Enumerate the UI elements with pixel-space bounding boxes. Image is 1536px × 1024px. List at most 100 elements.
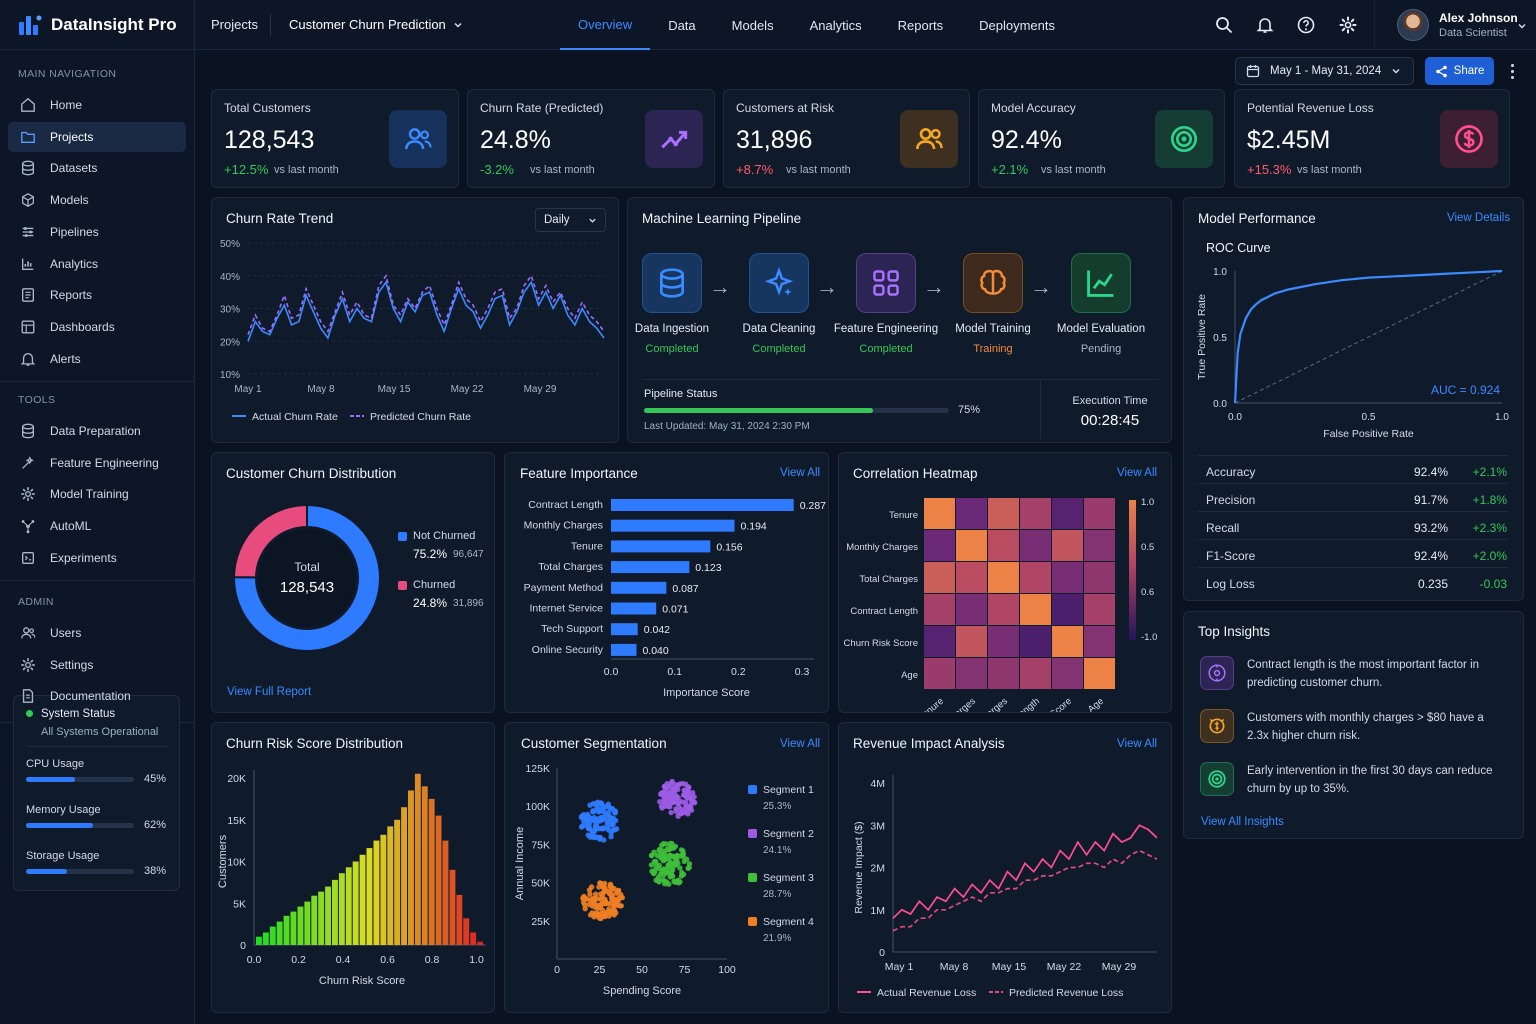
histogram-bar[interactable] bbox=[262, 932, 269, 946]
bar[interactable] bbox=[611, 540, 711, 553]
heatmap-cell[interactable] bbox=[1020, 530, 1051, 561]
sidebar-item-users[interactable]: Users bbox=[8, 618, 186, 648]
bar[interactable] bbox=[611, 623, 638, 636]
sidebar-item-analytics[interactable]: Analytics bbox=[8, 249, 186, 279]
heatmap-cell[interactable] bbox=[956, 562, 987, 593]
grid-icon[interactable] bbox=[856, 253, 916, 313]
sidebar-item-automl[interactable]: AutoML bbox=[8, 511, 186, 541]
histogram-bar[interactable] bbox=[470, 932, 477, 946]
bar[interactable] bbox=[611, 519, 735, 532]
heatmap-cell[interactable] bbox=[1084, 658, 1115, 689]
heatmap-cell[interactable] bbox=[988, 626, 1019, 657]
view-details-link[interactable]: View Details bbox=[1447, 212, 1511, 224]
histogram-bar[interactable] bbox=[325, 886, 331, 946]
histogram-bar[interactable] bbox=[373, 840, 380, 945]
heatmap-cell[interactable] bbox=[924, 530, 955, 561]
sidebar-item-model-training[interactable]: Model Training bbox=[8, 479, 186, 509]
sidebar-item-pipelines[interactable]: Pipelines bbox=[8, 217, 186, 247]
view-all-link[interactable]: View All bbox=[780, 738, 821, 750]
heatmap-cell[interactable] bbox=[988, 658, 1019, 689]
histogram-bar[interactable] bbox=[297, 906, 304, 945]
donut-slice-churned[interactable] bbox=[232, 503, 308, 579]
tab-models[interactable]: Models bbox=[731, 17, 774, 33]
histogram-bar[interactable] bbox=[359, 854, 366, 945]
heatmap-cell[interactable] bbox=[988, 530, 1019, 561]
histogram-bar[interactable] bbox=[421, 786, 428, 945]
heatmap-cell[interactable] bbox=[1084, 530, 1115, 561]
heatmap-cell[interactable] bbox=[1020, 562, 1051, 593]
share-button[interactable]: Share bbox=[1425, 57, 1494, 85]
histogram-bar[interactable] bbox=[332, 879, 338, 945]
histogram-bar[interactable] bbox=[463, 918, 470, 945]
chart-up-icon[interactable] bbox=[1071, 253, 1131, 313]
sidebar-item-settings[interactable]: Settings bbox=[8, 650, 186, 680]
sidebar-item-feature-engineering[interactable]: Feature Engineering bbox=[8, 448, 186, 478]
histogram-bar[interactable] bbox=[442, 840, 449, 945]
histogram-bar[interactable] bbox=[387, 826, 394, 945]
sidebar-item-dashboards[interactable]: Dashboards bbox=[8, 312, 186, 342]
sidebar-item-data-preparation[interactable]: Data Preparation bbox=[8, 416, 186, 446]
tab-deployments[interactable]: Deployments bbox=[979, 17, 1056, 33]
search-icon[interactable] bbox=[1214, 15, 1234, 35]
heatmap-cell[interactable] bbox=[1052, 626, 1083, 657]
heatmap-cell[interactable] bbox=[1052, 530, 1083, 561]
heatmap-cell[interactable] bbox=[988, 498, 1019, 529]
tab-reports[interactable]: Reports bbox=[897, 17, 944, 33]
tab-overview[interactable]: Overview bbox=[560, 0, 651, 50]
histogram-bar[interactable] bbox=[311, 895, 318, 945]
heatmap-cell[interactable] bbox=[1052, 594, 1083, 625]
histogram-bar[interactable] bbox=[456, 894, 463, 945]
sidebar-item-datasets[interactable]: Datasets bbox=[8, 153, 186, 183]
heatmap-cell[interactable] bbox=[1052, 658, 1083, 689]
heatmap-cell[interactable] bbox=[924, 658, 955, 689]
user-menu[interactable]: Alex Johnson Data Scientist bbox=[1374, 0, 1536, 50]
histogram-bar[interactable] bbox=[304, 901, 311, 945]
sidebar-item-reports[interactable]: Reports bbox=[8, 280, 186, 310]
heatmap-cell[interactable] bbox=[1020, 626, 1051, 657]
date-range-picker[interactable]: May 1 - May 31, 2024 bbox=[1235, 57, 1414, 85]
projects-link[interactable]: Projects bbox=[211, 17, 258, 32]
donut-slice-not-churned[interactable] bbox=[233, 503, 381, 652]
histogram-bar[interactable] bbox=[366, 848, 373, 945]
more-options-icon[interactable] bbox=[1506, 60, 1518, 82]
heatmap-cell[interactable] bbox=[1052, 562, 1083, 593]
view-full-report-link[interactable]: View Full Report bbox=[227, 686, 312, 698]
brand[interactable]: DataInsight Pro bbox=[0, 0, 195, 50]
histogram-bar[interactable] bbox=[428, 798, 435, 945]
heatmap-cell[interactable] bbox=[924, 626, 955, 657]
period-select[interactable]: Daily bbox=[535, 208, 606, 232]
bar[interactable] bbox=[611, 643, 637, 656]
sidebar-item-documentation[interactable]: Documentation bbox=[8, 681, 186, 711]
insight-item[interactable]: Customers with monthly charges > $80 hav… bbox=[1200, 709, 1500, 749]
heatmap-cell[interactable] bbox=[1084, 626, 1115, 657]
histogram-bar[interactable] bbox=[256, 936, 262, 945]
heatmap-cell[interactable] bbox=[1084, 498, 1115, 529]
bell-icon[interactable] bbox=[1255, 15, 1275, 35]
heatmap-cell[interactable] bbox=[956, 498, 987, 529]
histogram-bar[interactable] bbox=[269, 926, 276, 945]
bar[interactable] bbox=[611, 561, 690, 574]
heatmap-cell[interactable] bbox=[988, 594, 1019, 625]
heatmap-cell[interactable] bbox=[924, 498, 955, 529]
histogram-bar[interactable] bbox=[394, 819, 401, 946]
histogram-bar[interactable] bbox=[338, 873, 345, 945]
brain-icon[interactable] bbox=[963, 253, 1023, 313]
bar[interactable] bbox=[611, 499, 794, 511]
help-icon[interactable] bbox=[1296, 15, 1316, 35]
heatmap-cell[interactable] bbox=[924, 594, 955, 625]
sidebar-item-alerts[interactable]: Alerts bbox=[8, 344, 186, 374]
histogram-bar[interactable] bbox=[318, 891, 325, 945]
heatmap-cell[interactable] bbox=[988, 562, 1019, 593]
histogram-bar[interactable] bbox=[380, 834, 387, 945]
heatmap-cell[interactable] bbox=[1020, 658, 1051, 689]
heatmap-cell[interactable] bbox=[1084, 594, 1115, 625]
histogram-bar[interactable] bbox=[401, 807, 407, 945]
heatmap-cell[interactable] bbox=[1020, 498, 1051, 529]
histogram-bar[interactable] bbox=[276, 921, 283, 945]
histogram-bar[interactable] bbox=[345, 867, 352, 945]
heatmap-cell[interactable] bbox=[956, 594, 987, 625]
view-all-link[interactable]: View All bbox=[1117, 467, 1158, 479]
histogram-bar[interactable] bbox=[408, 790, 414, 946]
histogram-bar[interactable] bbox=[477, 941, 483, 945]
view-all-insights-link[interactable]: View All Insights bbox=[1201, 816, 1284, 828]
